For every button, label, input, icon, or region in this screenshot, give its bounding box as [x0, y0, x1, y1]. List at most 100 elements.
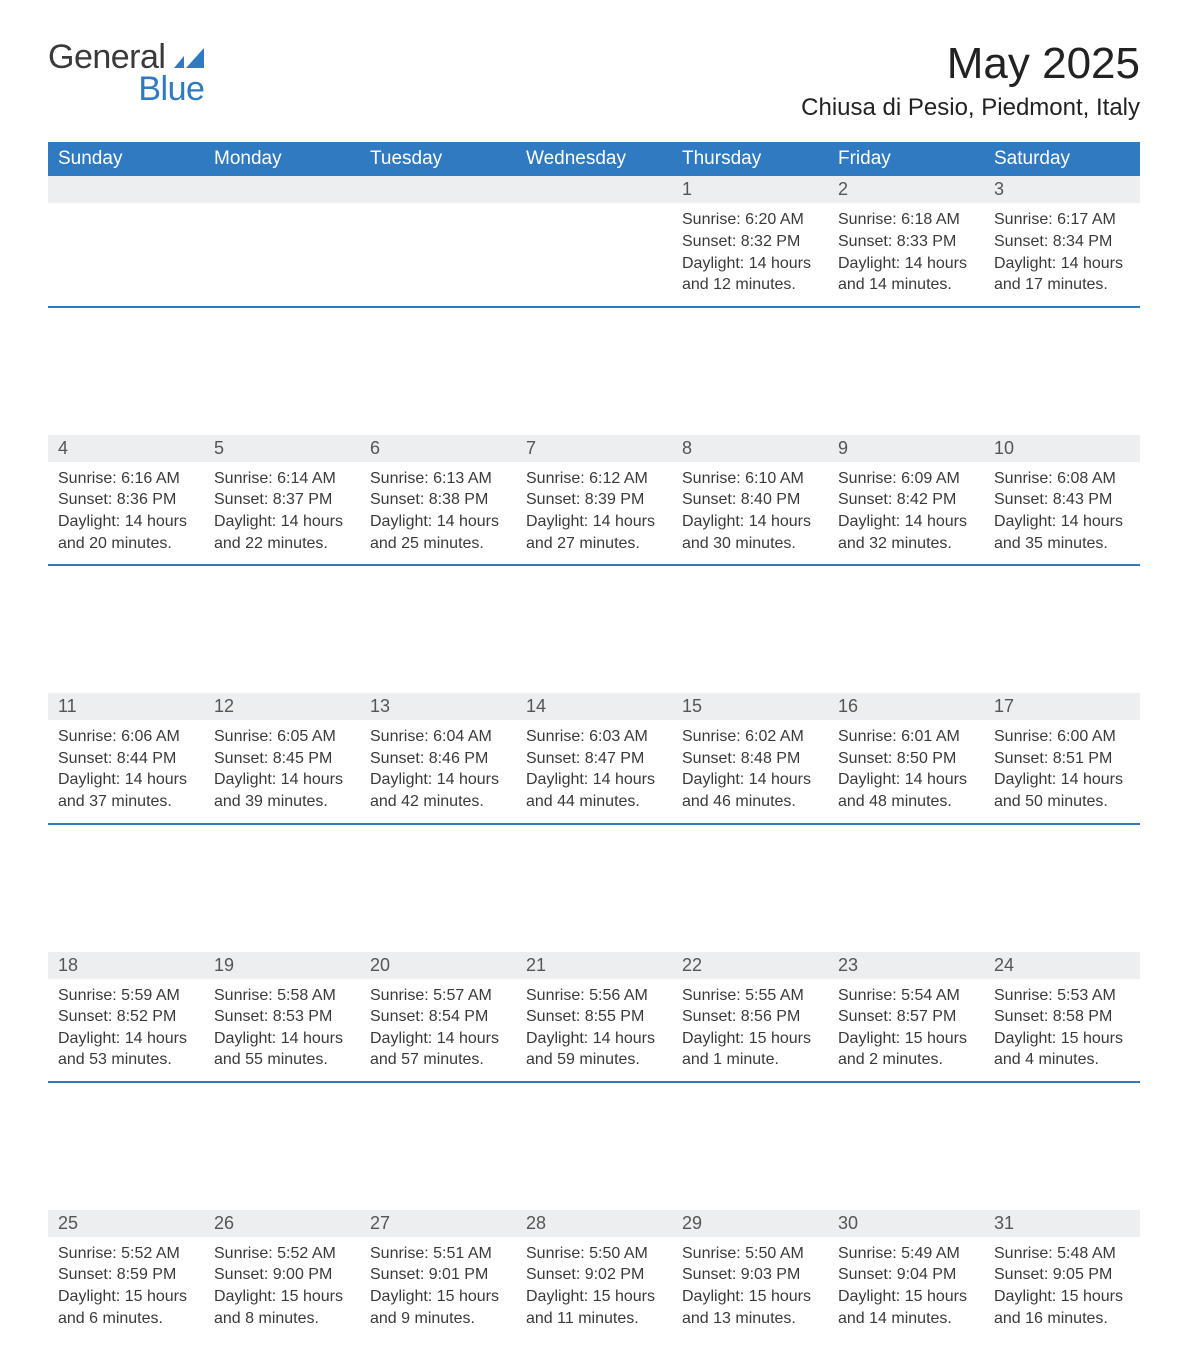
sunset-text: Sunset: 8:48 PM — [682, 748, 818, 770]
month-title: May 2025 — [801, 40, 1140, 88]
calendar-day-cell: 12Sunrise: 6:05 AMSunset: 8:45 PMDayligh… — [204, 693, 360, 823]
location-subtitle: Chiusa di Pesio, Piedmont, Italy — [801, 94, 1140, 122]
sunrise-text: Sunrise: 5:58 AM — [214, 985, 350, 1007]
day-body: Sunrise: 5:50 AMSunset: 9:03 PMDaylight:… — [672, 1237, 828, 1339]
daylight-text: Daylight: 14 hours and 50 minutes. — [994, 769, 1130, 812]
day-number: 17 — [984, 693, 1140, 720]
sunset-text: Sunset: 8:34 PM — [994, 231, 1130, 253]
day-number: 5 — [204, 435, 360, 462]
sunrise-text: Sunrise: 6:08 AM — [994, 468, 1130, 490]
sunset-text: Sunset: 8:45 PM — [214, 748, 350, 770]
calendar-day-cell: 22Sunrise: 5:55 AMSunset: 8:56 PMDayligh… — [672, 952, 828, 1082]
day-body: Sunrise: 5:53 AMSunset: 8:58 PMDaylight:… — [984, 979, 1140, 1081]
calendar-week-row: 1Sunrise: 6:20 AMSunset: 8:32 PMDaylight… — [48, 176, 1140, 306]
day-number: 24 — [984, 952, 1140, 979]
day-number: 2 — [828, 176, 984, 203]
calendar-day-cell: 15Sunrise: 6:02 AMSunset: 8:48 PMDayligh… — [672, 693, 828, 823]
day-number: 29 — [672, 1210, 828, 1237]
day-number: 4 — [48, 435, 204, 462]
daylight-text: Daylight: 15 hours and 1 minute. — [682, 1028, 818, 1071]
daylight-text: Daylight: 14 hours and 25 minutes. — [370, 511, 506, 554]
sunset-text: Sunset: 8:40 PM — [682, 489, 818, 511]
day-body: Sunrise: 5:55 AMSunset: 8:56 PMDaylight:… — [672, 979, 828, 1081]
week-separator — [48, 824, 1140, 952]
daylight-text: Daylight: 14 hours and 20 minutes. — [58, 511, 194, 554]
day-body-empty — [204, 203, 360, 219]
daylight-text: Daylight: 14 hours and 27 minutes. — [526, 511, 662, 554]
calendar-day-cell: 8Sunrise: 6:10 AMSunset: 8:40 PMDaylight… — [672, 435, 828, 565]
daylight-text: Daylight: 15 hours and 14 minutes. — [838, 1286, 974, 1329]
sunrise-text: Sunrise: 5:48 AM — [994, 1243, 1130, 1265]
day-body: Sunrise: 6:06 AMSunset: 8:44 PMDaylight:… — [48, 720, 204, 822]
sunset-text: Sunset: 8:56 PM — [682, 1006, 818, 1028]
sunrise-text: Sunrise: 6:01 AM — [838, 726, 974, 748]
weekday-header: Wednesday — [516, 142, 672, 176]
daylight-text: Daylight: 14 hours and 42 minutes. — [370, 769, 506, 812]
sunrise-text: Sunrise: 5:52 AM — [58, 1243, 194, 1265]
calendar-day-cell: 10Sunrise: 6:08 AMSunset: 8:43 PMDayligh… — [984, 435, 1140, 565]
weekday-header: Monday — [204, 142, 360, 176]
day-number-empty — [48, 176, 204, 203]
calendar-day-cell: 4Sunrise: 6:16 AMSunset: 8:36 PMDaylight… — [48, 435, 204, 565]
daylight-text: Daylight: 15 hours and 4 minutes. — [994, 1028, 1130, 1071]
calendar-day-cell: 3Sunrise: 6:17 AMSunset: 8:34 PMDaylight… — [984, 176, 1140, 306]
weekday-header: Friday — [828, 142, 984, 176]
day-number: 27 — [360, 1210, 516, 1237]
calendar-day-cell: 30Sunrise: 5:49 AMSunset: 9:04 PMDayligh… — [828, 1210, 984, 1339]
sunrise-text: Sunrise: 5:55 AM — [682, 985, 818, 1007]
day-body: Sunrise: 6:20 AMSunset: 8:32 PMDaylight:… — [672, 203, 828, 305]
day-number: 25 — [48, 1210, 204, 1237]
daylight-text: Daylight: 14 hours and 12 minutes. — [682, 253, 818, 296]
daylight-text: Daylight: 14 hours and 22 minutes. — [214, 511, 350, 554]
calendar-page: General Blue May 2025 Chiusa di Pesio, P… — [0, 0, 1188, 1369]
sunrise-text: Sunrise: 5:53 AM — [994, 985, 1130, 1007]
day-number: 6 — [360, 435, 516, 462]
sunset-text: Sunset: 8:50 PM — [838, 748, 974, 770]
calendar-week-row: 25Sunrise: 5:52 AMSunset: 8:59 PMDayligh… — [48, 1210, 1140, 1339]
day-number: 15 — [672, 693, 828, 720]
sunset-text: Sunset: 8:33 PM — [838, 231, 974, 253]
sunrise-text: Sunrise: 5:52 AM — [214, 1243, 350, 1265]
day-number: 1 — [672, 176, 828, 203]
day-number: 12 — [204, 693, 360, 720]
sunset-text: Sunset: 8:53 PM — [214, 1006, 350, 1028]
day-body: Sunrise: 6:13 AMSunset: 8:38 PMDaylight:… — [360, 462, 516, 564]
sunrise-text: Sunrise: 5:57 AM — [370, 985, 506, 1007]
sunrise-text: Sunrise: 6:06 AM — [58, 726, 194, 748]
daylight-text: Daylight: 14 hours and 57 minutes. — [370, 1028, 506, 1071]
sunrise-text: Sunrise: 6:14 AM — [214, 468, 350, 490]
sunset-text: Sunset: 8:55 PM — [526, 1006, 662, 1028]
day-body: Sunrise: 5:57 AMSunset: 8:54 PMDaylight:… — [360, 979, 516, 1081]
day-number: 20 — [360, 952, 516, 979]
day-number: 14 — [516, 693, 672, 720]
day-body: Sunrise: 5:51 AMSunset: 9:01 PMDaylight:… — [360, 1237, 516, 1339]
calendar-week-row: 4Sunrise: 6:16 AMSunset: 8:36 PMDaylight… — [48, 435, 1140, 565]
daylight-text: Daylight: 14 hours and 59 minutes. — [526, 1028, 662, 1071]
day-number-empty — [516, 176, 672, 203]
sunrise-text: Sunrise: 5:49 AM — [838, 1243, 974, 1265]
week-separator — [48, 1082, 1140, 1210]
sunrise-text: Sunrise: 6:05 AM — [214, 726, 350, 748]
sunset-text: Sunset: 8:58 PM — [994, 1006, 1130, 1028]
calendar-day-cell: 29Sunrise: 5:50 AMSunset: 9:03 PMDayligh… — [672, 1210, 828, 1339]
day-number: 22 — [672, 952, 828, 979]
day-number: 19 — [204, 952, 360, 979]
daylight-text: Daylight: 14 hours and 48 minutes. — [838, 769, 974, 812]
sunset-text: Sunset: 8:51 PM — [994, 748, 1130, 770]
daylight-text: Daylight: 15 hours and 11 minutes. — [526, 1286, 662, 1329]
calendar-day-cell: 16Sunrise: 6:01 AMSunset: 8:50 PMDayligh… — [828, 693, 984, 823]
weekday-header: Saturday — [984, 142, 1140, 176]
sunrise-text: Sunrise: 5:56 AM — [526, 985, 662, 1007]
sunset-text: Sunset: 8:57 PM — [838, 1006, 974, 1028]
day-number: 28 — [516, 1210, 672, 1237]
week-separator — [48, 307, 1140, 435]
daylight-text: Daylight: 14 hours and 55 minutes. — [214, 1028, 350, 1071]
day-body: Sunrise: 5:49 AMSunset: 9:04 PMDaylight:… — [828, 1237, 984, 1339]
sunset-text: Sunset: 8:42 PM — [838, 489, 974, 511]
sunset-text: Sunset: 8:43 PM — [994, 489, 1130, 511]
calendar-tbody: 1Sunrise: 6:20 AMSunset: 8:32 PMDaylight… — [48, 176, 1140, 1339]
calendar-day-cell: 31Sunrise: 5:48 AMSunset: 9:05 PMDayligh… — [984, 1210, 1140, 1339]
sunrise-text: Sunrise: 5:54 AM — [838, 985, 974, 1007]
sunset-text: Sunset: 8:44 PM — [58, 748, 194, 770]
day-body-empty — [360, 203, 516, 219]
